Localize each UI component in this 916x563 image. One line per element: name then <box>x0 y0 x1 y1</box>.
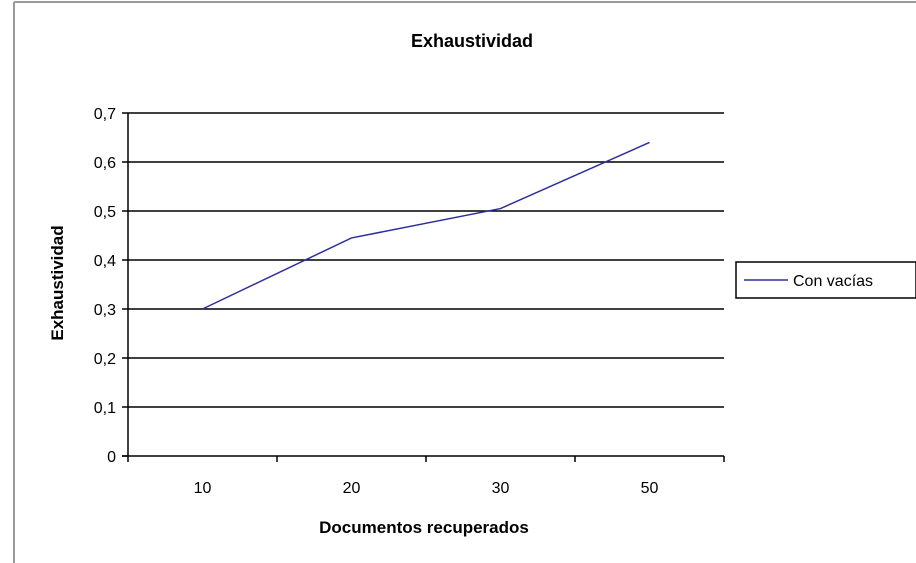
y-axis-label: Exhaustividad <box>48 225 67 340</box>
y-tick-label: 0,6 <box>94 155 116 172</box>
x-tick-label: 50 <box>641 480 659 497</box>
y-tick-label: 0,5 <box>94 204 116 221</box>
x-tick-label: 10 <box>194 480 212 497</box>
x-axis-label: Documentos recuperados <box>319 518 529 537</box>
y-tick-label: 0,4 <box>94 253 116 270</box>
y-axis-ticks: 0 0,1 0,2 0,3 0,4 0,5 0,6 0,7 <box>94 106 128 466</box>
chart-title: Exhaustividad <box>411 31 533 51</box>
series-line-con-vacias <box>202 141 650 310</box>
legend-label-con-vacias: Con vacías <box>793 273 873 290</box>
x-axis-ticks: 10 20 30 50 <box>127 456 725 497</box>
y-tick-label: 0,3 <box>94 302 116 319</box>
legend: Con vacías <box>735 261 916 299</box>
y-tick-label: 0,1 <box>94 400 116 417</box>
series-layer <box>202 141 650 310</box>
y-tick-label: 0,7 <box>94 106 116 123</box>
y-tick-label: 0,2 <box>94 351 116 368</box>
x-tick-label: 20 <box>343 480 361 497</box>
gridlines <box>128 112 724 408</box>
x-tick-label: 30 <box>492 480 510 497</box>
y-tick-label: 0 <box>107 449 116 466</box>
